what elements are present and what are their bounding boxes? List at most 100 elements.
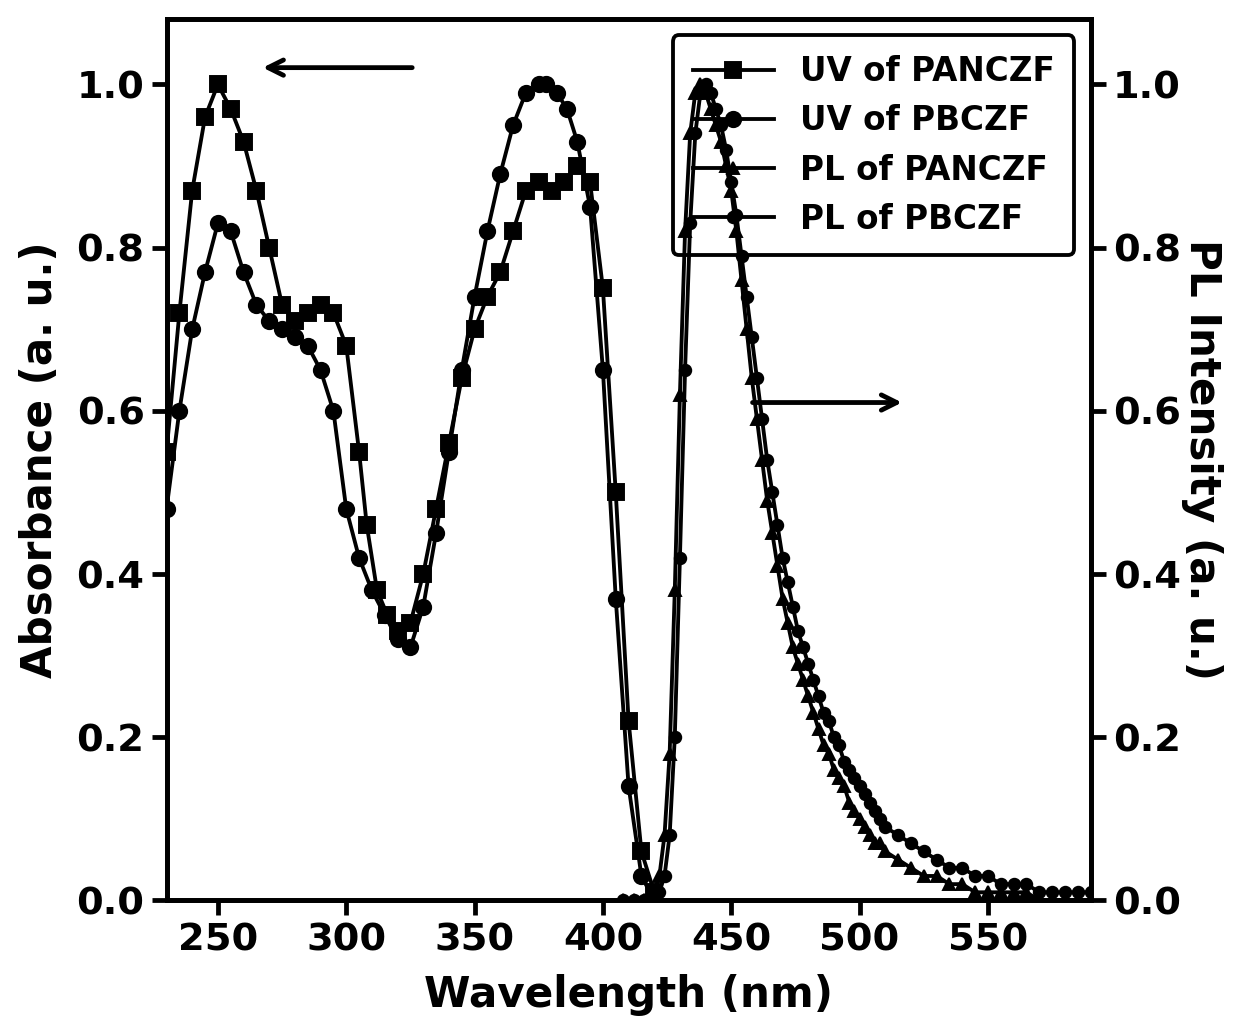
UV of PANCZF [197,111,212,123]
UV of PANCZF [159,445,174,457]
PL of PANCZF [980,886,995,898]
UV of PANCZF [518,184,533,197]
UV of PBCZF [621,780,636,793]
UV of PBCZF [518,86,533,98]
UV of PANCZF [505,226,520,238]
X-axis label: Wavelength (nm): Wavelength (nm) [424,974,833,1015]
UV of PBCZF [609,592,623,604]
UV of PBCZF [416,600,431,613]
UV of PANCZF [287,315,302,327]
UV of PANCZF [609,486,623,499]
UV of PBCZF [274,323,289,335]
UV of PBCZF [390,633,405,646]
UV of PANCZF [416,568,431,581]
Line: PL of PBCZF: PL of PBCZF [617,79,1097,907]
UV of PANCZF [210,79,225,91]
UV of PANCZF [455,372,469,384]
UV of PANCZF [370,584,385,596]
UV of PANCZF [467,323,482,335]
UV of PBCZF [301,339,315,352]
UV of PANCZF [428,503,443,515]
UV of PBCZF [582,201,597,213]
UV of PANCZF [595,283,610,295]
UV of PANCZF [274,298,289,310]
UV of PBCZF [159,503,174,515]
UV of PANCZF [479,291,494,303]
UV of PANCZF [441,437,456,449]
PL of PBCZF [714,119,729,131]
Y-axis label: Absorbance (a. u.): Absorbance (a. u.) [19,241,61,678]
UV of PBCZF [171,405,186,417]
UV of PBCZF [570,136,585,148]
UV of PANCZF [402,617,417,629]
UV of PBCZF [325,405,340,417]
UV of PANCZF [570,159,585,172]
PL of PBCZF [616,894,631,907]
UV of PBCZF [210,217,225,230]
UV of PBCZF [378,609,392,621]
UV of PANCZF [647,886,662,898]
PL of PBCZF [980,869,995,882]
UV of PANCZF [351,445,366,457]
UV of PANCZF [532,176,546,188]
PL of PANCZF [616,894,631,907]
UV of PANCZF [621,715,636,728]
PL of PBCZF [806,674,821,686]
PL of PANCZF [693,79,708,91]
UV of PANCZF [339,339,354,352]
Line: UV of PBCZF: UV of PBCZF [159,77,662,908]
PL of PBCZF [734,249,749,262]
UV of PANCZF [556,176,571,188]
UV of PBCZF [455,364,469,377]
UV of PBCZF [595,364,610,377]
UV of PBCZF [351,552,366,564]
UV of PANCZF [633,846,648,858]
PL of PANCZF [775,592,790,604]
UV of PBCZF [539,79,554,91]
UV of PANCZF [380,609,395,621]
Line: PL of PANCZF: PL of PANCZF [617,79,1097,907]
UV of PANCZF [185,184,200,197]
UV of PBCZF [428,527,443,539]
UV of PBCZF [185,323,200,335]
PL of PANCZF [1083,894,1098,907]
UV of PANCZF [390,625,405,638]
UV of PBCZF [532,79,546,91]
PL of PANCZF [806,707,821,719]
UV of PBCZF [479,226,494,238]
UV of PANCZF [493,266,508,278]
UV of PANCZF [582,176,597,188]
UV of PANCZF [544,184,559,197]
UV of PANCZF [236,136,251,148]
PL of PBCZF [1057,886,1072,898]
UV of PANCZF [224,102,238,115]
UV of PANCZF [313,298,328,310]
UV of PANCZF [359,519,374,531]
UV of PBCZF [248,298,263,310]
Y-axis label: PL Intensity (a. u.): PL Intensity (a. u.) [1181,239,1223,680]
UV of PBCZF [364,584,379,596]
UV of PBCZF [493,168,508,180]
UV of PBCZF [339,503,354,515]
UV of PBCZF [549,86,564,98]
UV of PANCZF [301,306,315,319]
UV of PBCZF [313,364,328,377]
UV of PBCZF [633,869,648,882]
PL of PANCZF [1057,894,1072,907]
UV of PBCZF [560,102,575,115]
PL of PANCZF [714,136,729,148]
UV of PANCZF [248,184,263,197]
UV of PBCZF [467,291,482,303]
PL of PANCZF [734,274,749,287]
UV of PANCZF [262,241,277,254]
UV of PBCZF [647,894,662,907]
UV of PBCZF [236,266,251,278]
UV of PBCZF [197,266,212,278]
UV of PANCZF [325,306,340,319]
UV of PBCZF [402,642,417,654]
UV of PBCZF [287,331,302,344]
UV of PBCZF [441,445,456,457]
UV of PBCZF [505,119,520,131]
UV of PANCZF [171,306,186,319]
PL of PBCZF [1083,886,1098,898]
